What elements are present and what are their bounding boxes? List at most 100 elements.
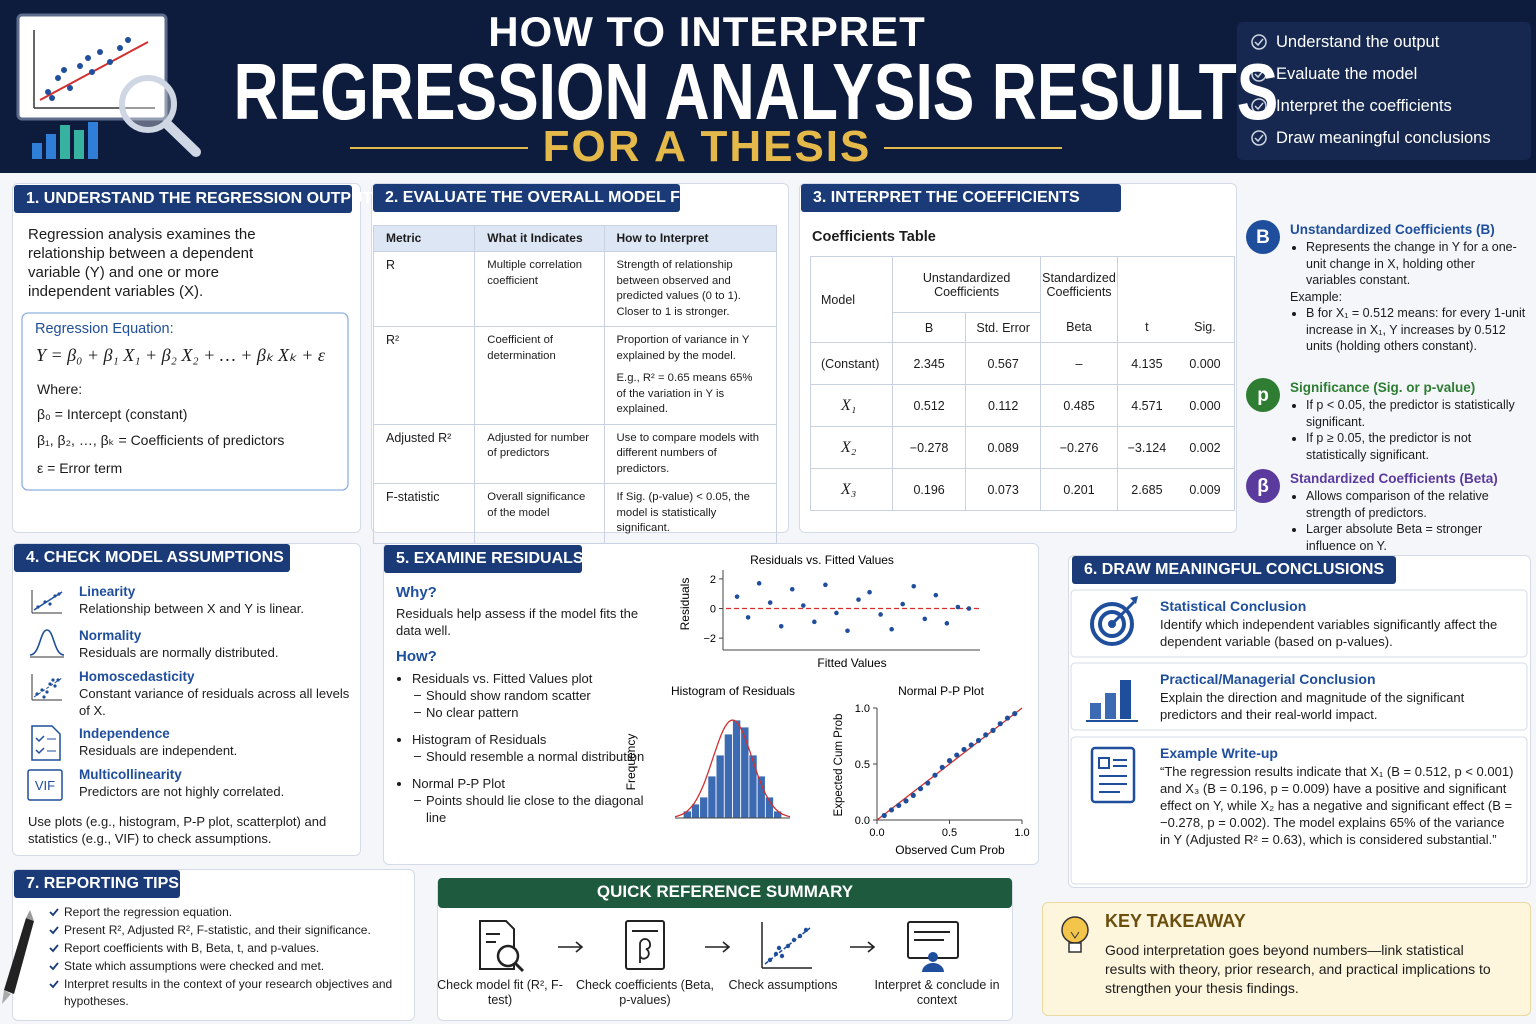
icon-shape [55, 75, 61, 81]
scatter-point [889, 626, 894, 632]
scatter-point [911, 583, 917, 589]
table-cell: Proportion of variance in Y explained by… [603, 326, 778, 425]
how-subs: Points should lie close to the diagonal … [412, 792, 656, 826]
histogram-bar [682, 810, 692, 819]
table-cell: Multiple correlation coefficient [474, 251, 605, 327]
icon-shape [88, 122, 98, 159]
x-tick-label: 0.0 [869, 827, 884, 839]
icon-shape [1110, 600, 1136, 626]
check-icon [1254, 38, 1264, 47]
icon-shape [48, 682, 52, 686]
histogram-bar [707, 775, 717, 819]
how-sub: Should resemble a normal distribution [414, 748, 656, 765]
table-header: Model [809, 256, 894, 343]
checklist-box [1237, 22, 1531, 160]
table-cell: Use to compare models with different num… [603, 423, 778, 484]
icon-shape [45, 690, 49, 694]
pp-point [983, 732, 989, 738]
table-cell: 0.089 [965, 426, 1042, 469]
icon-shape [48, 602, 52, 606]
scatter-point [867, 589, 872, 595]
icon-shape [26, 910, 34, 921]
tip-check [49, 926, 59, 935]
bulb-icon [1061, 916, 1089, 953]
conclusion-box [1070, 662, 1528, 731]
icon-shape [797, 933, 803, 939]
icon-shape [32, 143, 42, 159]
quick-ref-heading: QUICK REFERENCE SUMMARY [596, 882, 854, 901]
icon-shape [513, 961, 525, 973]
icon-shape [4, 918, 34, 994]
quick-ref-step: Interpret & conclude in context [874, 978, 1000, 1007]
quick-ref-step: Check coefficients (Beta, p-values) [575, 978, 715, 1007]
assumption: Homoscedasticity Constant variance of res… [79, 668, 354, 719]
assumption-text: Relationship between X and Y is linear. [79, 601, 305, 616]
table-cell: 0.000 [1175, 384, 1235, 427]
conclusion-icon [1086, 680, 1138, 722]
assumption: Normality Residuals are normally distribu… [79, 627, 354, 661]
table-header: t [1116, 312, 1176, 343]
note-icon [1246, 469, 1280, 503]
chart-title: Histogram of Residuals [671, 684, 795, 698]
note-bullet: Allows comparison of the relative streng… [1306, 488, 1526, 521]
table-row: X₃ 0.196 0.073 0.201 2.685 0.009 [809, 468, 1235, 511]
title-sub: FOR A THESIS [542, 122, 872, 171]
pp-point [917, 786, 924, 792]
table-cell: (Constant) [809, 342, 894, 385]
check-icon [1254, 102, 1264, 111]
y-tick-label: −2 [703, 633, 716, 645]
table-cell: 0.567 [965, 342, 1042, 385]
icon-shape [764, 927, 811, 965]
note-bullets: Represents the change in Y for a one-uni… [1290, 239, 1526, 289]
table-header: What it Indicates [474, 225, 605, 252]
scatter-point [966, 606, 972, 611]
scatter-point [823, 582, 828, 588]
y-tick-label: 1.0 [855, 703, 870, 715]
conclusion-title: Example Write-up [1160, 745, 1278, 761]
tip: Interpret results in the context of your… [64, 977, 393, 1008]
note-bullets: Allows comparison of the relative streng… [1290, 488, 1526, 554]
pp-point [946, 758, 953, 764]
icon-shape [51, 678, 55, 682]
table-cell: X₂ [809, 426, 894, 469]
section-heading: 3. INTERPRET THE COEFFICIENTS [801, 184, 1121, 212]
icon-shape [922, 963, 944, 972]
panel [12, 543, 361, 856]
table-title: Coefficients Table [812, 229, 936, 245]
table-cell: X₃ [809, 468, 894, 511]
vif-icon-label: VIF [35, 778, 55, 793]
histogram-bar [723, 733, 733, 819]
pp-point [961, 746, 967, 753]
icon-shape [117, 45, 123, 51]
conclusion-text: “The regression results indicate that X₁… [1160, 764, 1514, 847]
table-header: How to Interpret [603, 225, 778, 252]
icon-shape [1090, 746, 1136, 804]
icon-shape [1098, 757, 1110, 769]
icon-shape [61, 67, 67, 73]
icon-shape [1090, 602, 1134, 646]
note: Unstandardized Coefficients (B) Represent… [1290, 221, 1526, 355]
icon-shape [1061, 916, 1089, 944]
table-header: Unstandardized Coefficients [892, 256, 1042, 313]
tip-check [49, 908, 59, 917]
icon-shape [33, 677, 63, 698]
icon-shape [85, 55, 91, 61]
table-header-row: Metric What it Indicates How to Interpret [372, 225, 778, 252]
pp-point [939, 764, 945, 770]
table-cell: 0.196 [892, 468, 967, 511]
scatter-point [878, 612, 883, 617]
table-header [1116, 256, 1176, 313]
scatter-point [745, 615, 751, 620]
icon-shape [35, 735, 45, 755]
table-header: B [892, 312, 967, 343]
table-cell: −0.276 [1040, 426, 1118, 469]
takeaway-text: Good interpretation goes beyond numbers—… [1105, 942, 1491, 996]
table-header: Std. Error [965, 312, 1042, 343]
x-tick-label: 0.5 [942, 827, 957, 839]
table-cell: 4.571 [1116, 384, 1176, 427]
scatter-point [922, 616, 928, 622]
axis-label: Frequency [624, 734, 638, 791]
assumption-text: Residuals are normally distributed. [79, 645, 279, 660]
icon-shape [89, 69, 95, 75]
